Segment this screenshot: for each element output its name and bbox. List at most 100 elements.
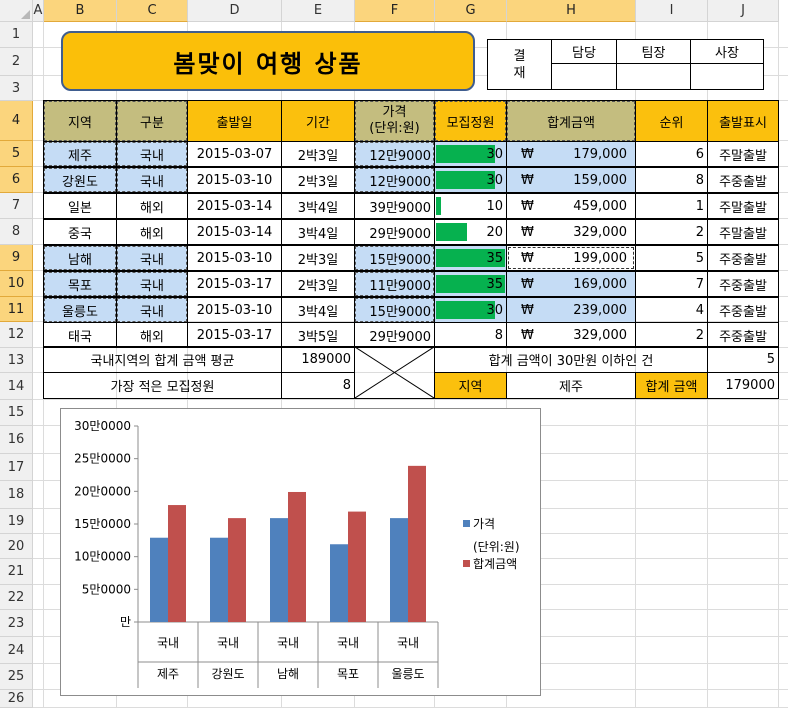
cell-rank[interactable]: 2 — [635, 322, 708, 348]
row-header-19[interactable]: 19 — [0, 509, 33, 534]
cell-period[interactable]: 3박4일 — [281, 193, 355, 219]
cell-region[interactable]: 남해 — [43, 245, 117, 271]
cell-period[interactable]: 2박3일 — [281, 167, 355, 193]
cell-label[interactable]: 주말출발 — [707, 193, 779, 219]
cell-type[interactable]: 국내 — [116, 245, 188, 271]
avg-value[interactable]: 189000 — [281, 346, 355, 373]
cell-departure[interactable]: 2015-03-17 — [187, 271, 282, 297]
cell-recruit[interactable]: 35 — [434, 245, 507, 271]
header-region[interactable]: 지역 — [43, 100, 117, 142]
cell-region[interactable]: 제주 — [43, 141, 117, 167]
cell-recruit[interactable]: 30 — [434, 297, 507, 323]
column-header-g[interactable]: G — [435, 0, 507, 22]
cell-label[interactable]: 주중출발 — [707, 167, 779, 193]
row-header-24[interactable]: 24 — [0, 637, 33, 664]
cell-label[interactable]: 주말출발 — [707, 141, 779, 167]
cell-period[interactable]: 3박4일 — [281, 297, 355, 323]
row-header-1[interactable]: 1 — [0, 22, 33, 48]
cell-region[interactable]: 중국 — [43, 219, 117, 245]
cell-period[interactable]: 2박3일 — [281, 245, 355, 271]
row-header-20[interactable]: 20 — [0, 534, 33, 559]
row-header-14[interactable]: 14 — [0, 373, 33, 400]
row-header-25[interactable]: 25 — [0, 664, 33, 690]
row-header-8[interactable]: 8 — [0, 219, 33, 245]
cell-departure[interactable]: 2015-03-10 — [187, 245, 282, 271]
row-header-4[interactable]: 4 — [0, 101, 33, 141]
header-rank[interactable]: 순위 — [635, 100, 708, 142]
row-header-10[interactable]: 10 — [0, 271, 33, 297]
cell-rank[interactable]: 6 — [635, 141, 708, 167]
row-header-23[interactable]: 23 — [0, 610, 33, 637]
row-header-16[interactable]: 16 — [0, 426, 33, 454]
row-header-21[interactable]: 21 — [0, 559, 33, 585]
cell-label[interactable]: 주중출발 — [707, 297, 779, 323]
title-banner[interactable]: 봄맞이 여행 상품 — [61, 31, 475, 91]
cell-period[interactable]: 3박4일 — [281, 219, 355, 245]
row-header-18[interactable]: 18 — [0, 481, 33, 509]
cell-region[interactable]: 강원도 — [43, 167, 117, 193]
row-header-12[interactable]: 12 — [0, 322, 33, 348]
cell-type[interactable]: 해외 — [116, 193, 188, 219]
cell-region[interactable]: 울릉도 — [43, 297, 117, 323]
cell-region[interactable]: 태국 — [43, 322, 117, 348]
cell-type[interactable]: 국내 — [116, 141, 188, 167]
total-value[interactable]: 179000 — [707, 372, 779, 399]
chart[interactable]: 만 5만0000 10만0000 15만0000 20만0000 25만0000 30만00… — [60, 408, 541, 696]
approval-sign-staff[interactable] — [552, 64, 617, 89]
region-value[interactable]: 제주 — [506, 372, 636, 399]
row-header-11[interactable]: 11 — [0, 297, 33, 322]
cell-rank[interactable]: 4 — [635, 297, 708, 323]
cell-rank[interactable]: 7 — [635, 271, 708, 297]
cell-label[interactable]: 주중출발 — [707, 322, 779, 348]
cell-region[interactable]: 일본 — [43, 193, 117, 219]
count-label[interactable]: 합계 금액이 30만원 이하인 건 — [434, 346, 708, 373]
header-label[interactable]: 출발표시 — [707, 100, 779, 142]
cell-recruit[interactable]: 20 — [434, 219, 507, 245]
cell-rank[interactable]: 5 — [635, 245, 708, 271]
cell-departure[interactable]: 2015-03-10 — [187, 297, 282, 323]
column-header-j[interactable]: J — [708, 0, 779, 22]
column-header-c[interactable]: C — [117, 0, 188, 22]
approval-sign-ceo[interactable] — [691, 64, 763, 89]
header-total[interactable]: 합계금액 — [506, 100, 636, 142]
column-header-f[interactable]: F — [355, 0, 435, 22]
cell-price[interactable]: 29만9000 — [354, 322, 435, 348]
cell-rank[interactable]: 8 — [635, 167, 708, 193]
approval-header-staff[interactable]: 담당 — [552, 40, 617, 64]
select-all-corner[interactable] — [0, 0, 33, 22]
cell-type[interactable]: 국내 — [116, 167, 188, 193]
column-header-a[interactable]: A — [33, 0, 44, 22]
cell-recruit[interactable]: 35 — [434, 271, 507, 297]
cell-period[interactable]: 3박5일 — [281, 322, 355, 348]
cell-total[interactable]: ₩329,000 — [506, 322, 636, 348]
cell-departure[interactable]: 2015-03-14 — [187, 193, 282, 219]
cell-price[interactable]: 15만9000 — [354, 245, 435, 271]
cell-total[interactable]: ₩169,000 — [506, 271, 636, 297]
cell-total[interactable]: ₩159,000 — [506, 167, 636, 193]
cell-total[interactable]: ₩459,000 — [506, 193, 636, 219]
cell-price[interactable]: 29만9000 — [354, 219, 435, 245]
column-header-e[interactable]: E — [282, 0, 355, 22]
header-price[interactable]: 가격 (단위:원) — [354, 100, 435, 142]
cell-price[interactable]: 39만9000 — [354, 193, 435, 219]
row-header-9[interactable]: 9 — [0, 245, 33, 271]
cell-label[interactable]: 주중출발 — [707, 271, 779, 297]
crossed-empty-cell[interactable] — [354, 346, 435, 399]
approval-header-ceo[interactable]: 사장 — [691, 40, 763, 64]
cell-departure[interactable]: 2015-03-17 — [187, 322, 282, 348]
cell-recruit[interactable]: 30 — [434, 141, 507, 167]
row-header-5[interactable]: 5 — [0, 141, 33, 167]
header-recruit[interactable]: 모집정원 — [434, 100, 507, 142]
cell-total[interactable]: ₩239,000 — [506, 297, 636, 323]
approval-header-manager[interactable]: 팀장 — [617, 40, 691, 64]
header-departure[interactable]: 출발일 — [187, 100, 282, 142]
row-header-13[interactable]: 13 — [0, 348, 33, 373]
cell-type[interactable]: 국내 — [116, 271, 188, 297]
row-header-7[interactable]: 7 — [0, 193, 33, 219]
cell-total[interactable]: ₩329,000 — [506, 219, 636, 245]
column-header-d[interactable]: D — [188, 0, 282, 22]
region-label[interactable]: 지역 — [434, 372, 507, 399]
avg-label[interactable]: 국내지역의 합계 금액 평균 — [43, 346, 282, 373]
approval-sign-manager[interactable] — [617, 64, 691, 89]
row-header-3[interactable]: 3 — [0, 76, 33, 101]
